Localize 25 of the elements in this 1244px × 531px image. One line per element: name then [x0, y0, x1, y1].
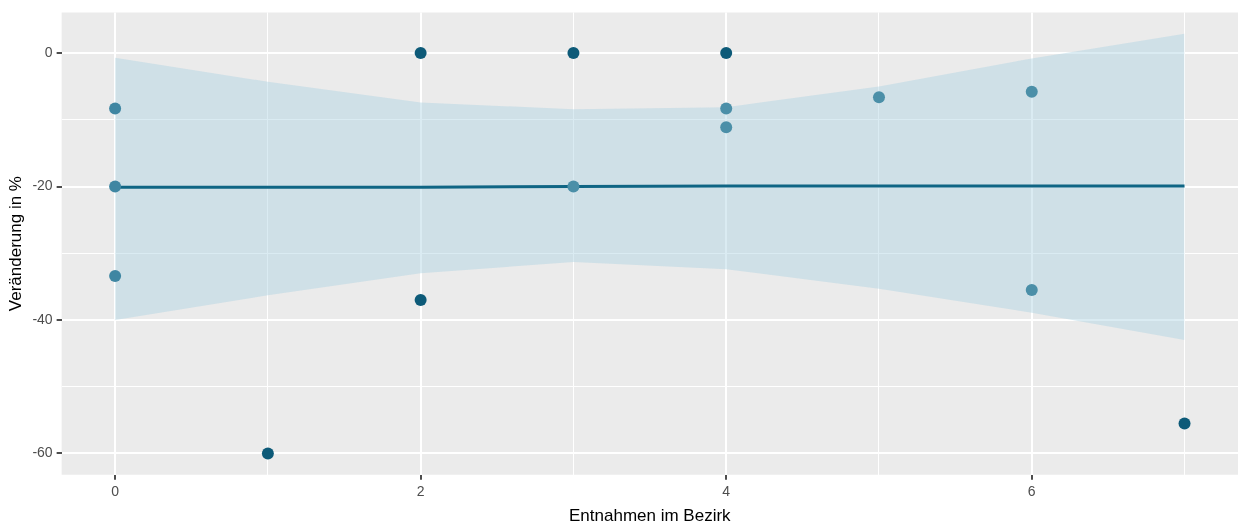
x-tick-label: 6: [1027, 483, 1036, 500]
point: [872, 91, 885, 104]
point: [1025, 85, 1038, 98]
point: [414, 293, 427, 306]
point: [720, 47, 733, 60]
y-axis-title: Veränderung in %: [5, 176, 25, 312]
point: [109, 102, 122, 115]
point: [109, 180, 122, 193]
y-tick-label: -20: [32, 177, 53, 194]
point: [567, 180, 580, 193]
point: [720, 102, 733, 115]
point: [1025, 283, 1038, 296]
point: [1178, 417, 1191, 430]
point: [414, 47, 427, 60]
x-tick-label: 4: [722, 483, 731, 500]
point: [720, 121, 733, 134]
x-axis-title: Entnahmen im Bezirk: [569, 506, 732, 526]
x-tick-label: 0: [111, 483, 120, 500]
x-tick-label: 2: [416, 483, 425, 500]
point: [261, 447, 274, 460]
y-tick-label: -60: [32, 444, 53, 461]
point: [567, 47, 580, 60]
y-tick-label: 0: [44, 43, 53, 60]
y-tick-label: -40: [32, 310, 53, 327]
point: [109, 269, 122, 282]
